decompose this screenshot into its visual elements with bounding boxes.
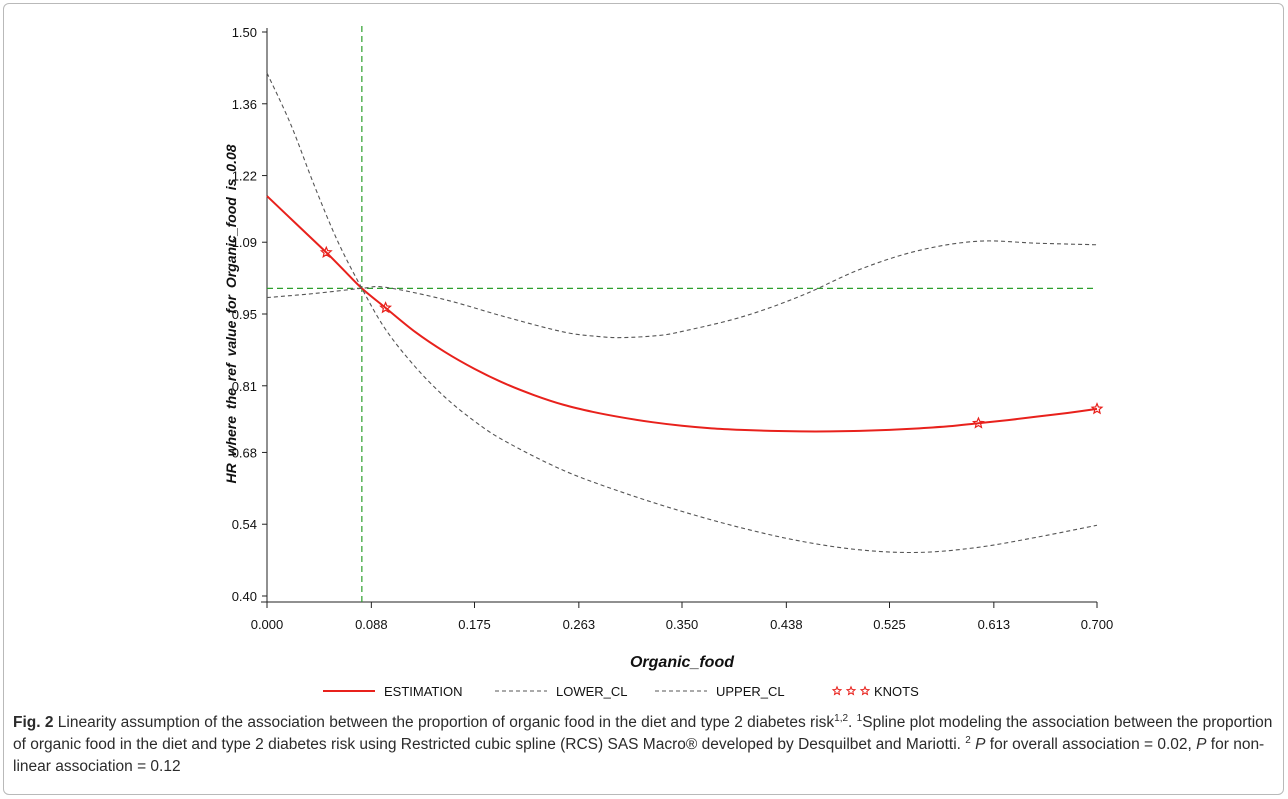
spline-chart: 0.40 0.54 0.68 0.81 0.95 1.09 1.22 1.36 1.50 0.00… bbox=[223, 25, 1114, 699]
caption-p-letter-1: P bbox=[975, 736, 986, 753]
y-tick-label: 0.95 bbox=[232, 307, 257, 322]
lower-cl-line bbox=[266, 72, 1098, 554]
legend-upper-cl-label: UPPER_CL bbox=[716, 684, 785, 699]
y-axis-label: HR where the ref value for Organic_food … bbox=[223, 144, 239, 483]
knot-marker bbox=[1090, 402, 1104, 415]
legend-estimation-label: ESTIMATION bbox=[384, 684, 462, 699]
x-tick-label: 0.263 bbox=[563, 617, 596, 632]
legend-knot-symbol bbox=[831, 685, 843, 696]
knot-marker bbox=[319, 245, 333, 258]
y-tick-label: 0.68 bbox=[232, 445, 257, 460]
series-group bbox=[266, 72, 1104, 554]
caption-p-letter-2: P bbox=[1196, 736, 1207, 753]
caption-p2: for non-linear association = 0.12 bbox=[13, 736, 1265, 775]
x-tick-label: 0.613 bbox=[978, 617, 1011, 632]
y-tick-label: 0.40 bbox=[232, 589, 257, 604]
x-tick-label: 0.175 bbox=[458, 617, 491, 632]
y-tick-label: 1.50 bbox=[232, 25, 257, 40]
y-tick-label: 1.09 bbox=[232, 235, 257, 250]
axes: 0.40 0.54 0.68 0.81 0.95 1.09 1.22 1.36 1.50 0.00… bbox=[232, 25, 1114, 632]
upper-cl-line bbox=[266, 240, 1098, 339]
legend-knot-symbol bbox=[859, 685, 871, 696]
x-tick-label: 0.350 bbox=[666, 617, 699, 632]
knot-marker bbox=[971, 416, 985, 429]
caption-sup3: 2 bbox=[965, 734, 971, 746]
caption-p1: for overall association = 0.02, bbox=[985, 736, 1197, 753]
x-tick-label: 0.700 bbox=[1081, 617, 1114, 632]
y-tick-label: 0.81 bbox=[232, 379, 257, 394]
caption-sup2: 1 bbox=[856, 712, 863, 724]
legend-lower-cl-label: LOWER_CL bbox=[556, 684, 628, 699]
caption-line2: Spline plot modeling the association bet… bbox=[13, 714, 1273, 753]
figure-frame bbox=[3, 3, 1284, 795]
y-tick-label: 0.54 bbox=[232, 517, 257, 532]
estimation-line bbox=[266, 195, 1098, 433]
x-tick-label: 0.525 bbox=[873, 617, 906, 632]
caption-line1: Linearity assumption of the association … bbox=[53, 714, 835, 731]
x-tick-label: 0.088 bbox=[355, 617, 388, 632]
y-tick-label: 1.36 bbox=[232, 97, 257, 112]
x-axis-label: Organic_food bbox=[630, 654, 735, 671]
legend: ESTIMATION LOWER_CL UPPER_CL KNOTS bbox=[323, 684, 919, 699]
legend-knots-label: KNOTS bbox=[874, 684, 919, 699]
caption-line1-tail: . bbox=[848, 714, 857, 731]
figure-caption: Fig. 2 Linearity assumption of the assoc… bbox=[13, 712, 1273, 778]
x-tick-label: 0.000 bbox=[251, 617, 284, 632]
knot-marker bbox=[379, 301, 393, 314]
caption-sup1: 1,2 bbox=[834, 712, 849, 724]
legend-knot-symbol bbox=[845, 685, 857, 696]
y-tick-label: 1.22 bbox=[232, 169, 257, 184]
caption-label: Fig. 2 bbox=[13, 714, 54, 731]
reference-lines bbox=[267, 26, 1097, 602]
x-tick-label: 0.438 bbox=[770, 617, 803, 632]
